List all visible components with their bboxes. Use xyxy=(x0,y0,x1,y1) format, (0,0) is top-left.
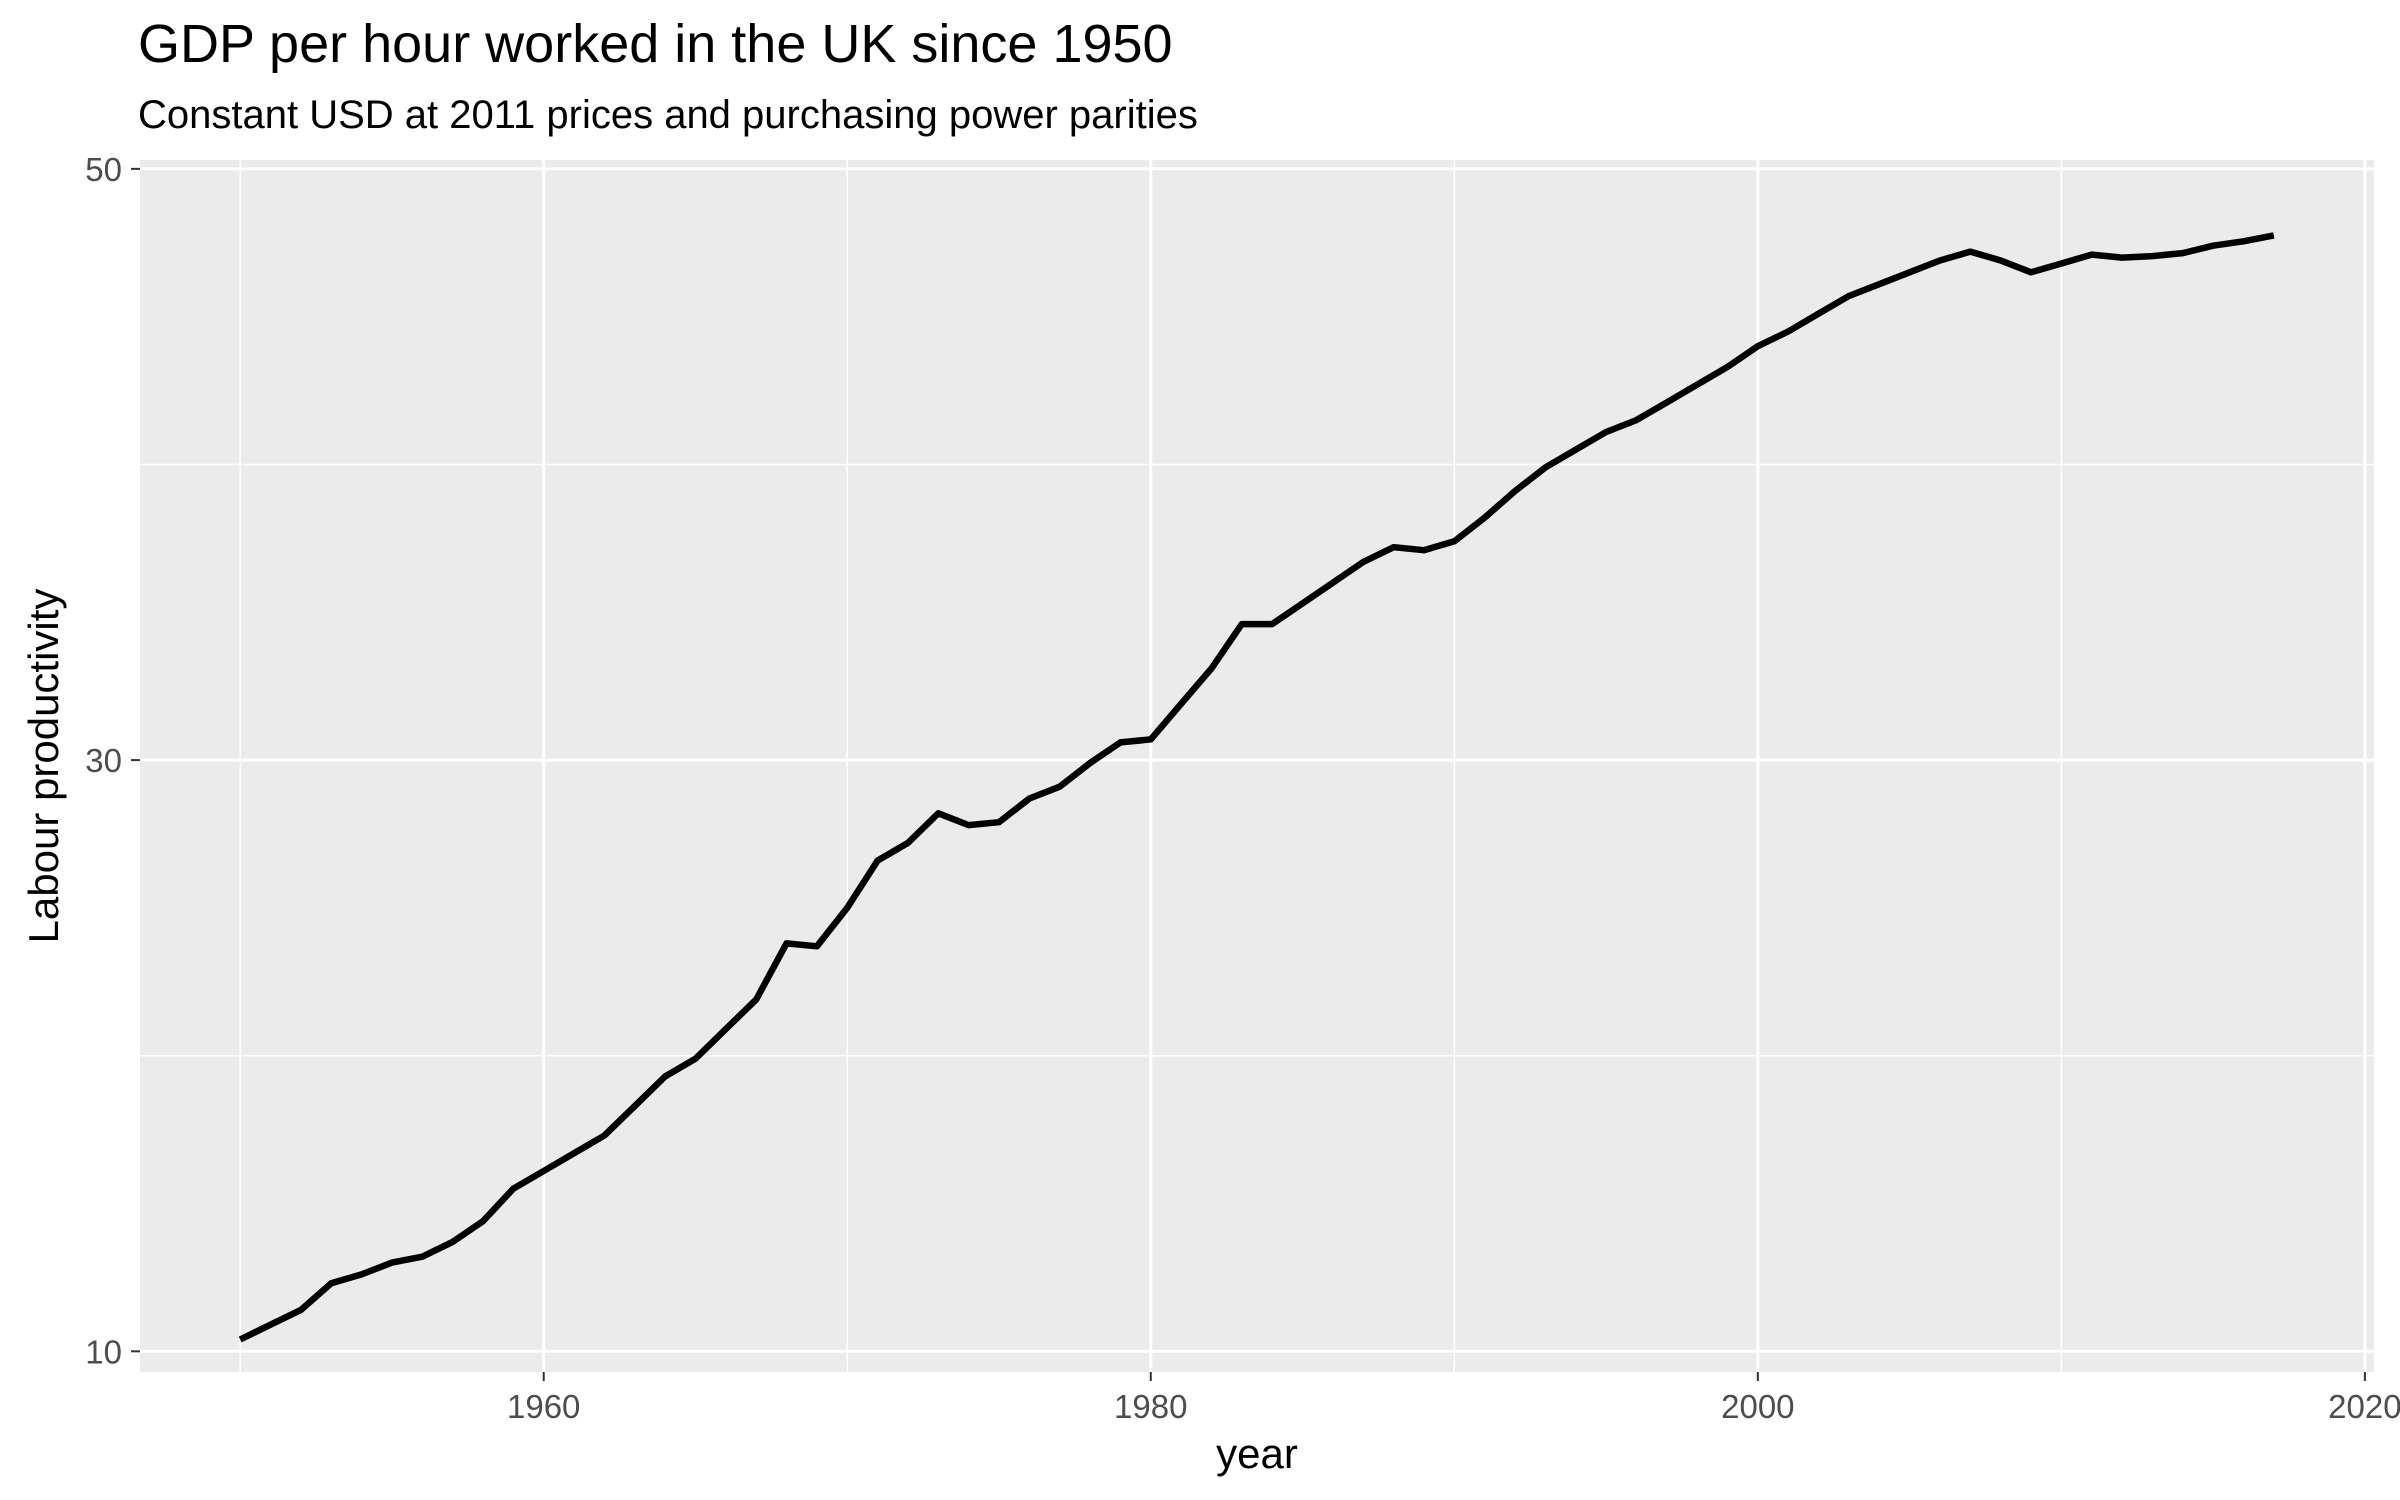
y-tick-label: 10 xyxy=(85,1333,122,1370)
chart-title: GDP per hour worked in the UK since 1950 xyxy=(138,14,1173,74)
y-tick-label: 30 xyxy=(85,742,122,779)
x-axis: 1960 1980 2000 2020 xyxy=(507,1372,2400,1425)
y-axis-title: Labour productivity xyxy=(20,589,67,944)
data-layer xyxy=(238,232,2275,1343)
minor-grid xyxy=(140,160,2374,1372)
y-axis: 10 30 50 xyxy=(85,151,140,1370)
x-axis-title: year xyxy=(1216,1430,1298,1477)
x-tick-label: 2020 xyxy=(2328,1388,2400,1425)
series-line xyxy=(238,232,2275,1343)
x-tick-label: 1960 xyxy=(507,1388,580,1425)
x-tick-label: 2000 xyxy=(1721,1388,1794,1425)
y-tick-label: 50 xyxy=(85,151,122,188)
major-grid xyxy=(140,160,2374,1372)
x-tick-label: 1980 xyxy=(1114,1388,1187,1425)
chart-subtitle: Constant USD at 2011 prices and purchasi… xyxy=(138,93,1198,137)
plot-panel xyxy=(140,160,2374,1372)
